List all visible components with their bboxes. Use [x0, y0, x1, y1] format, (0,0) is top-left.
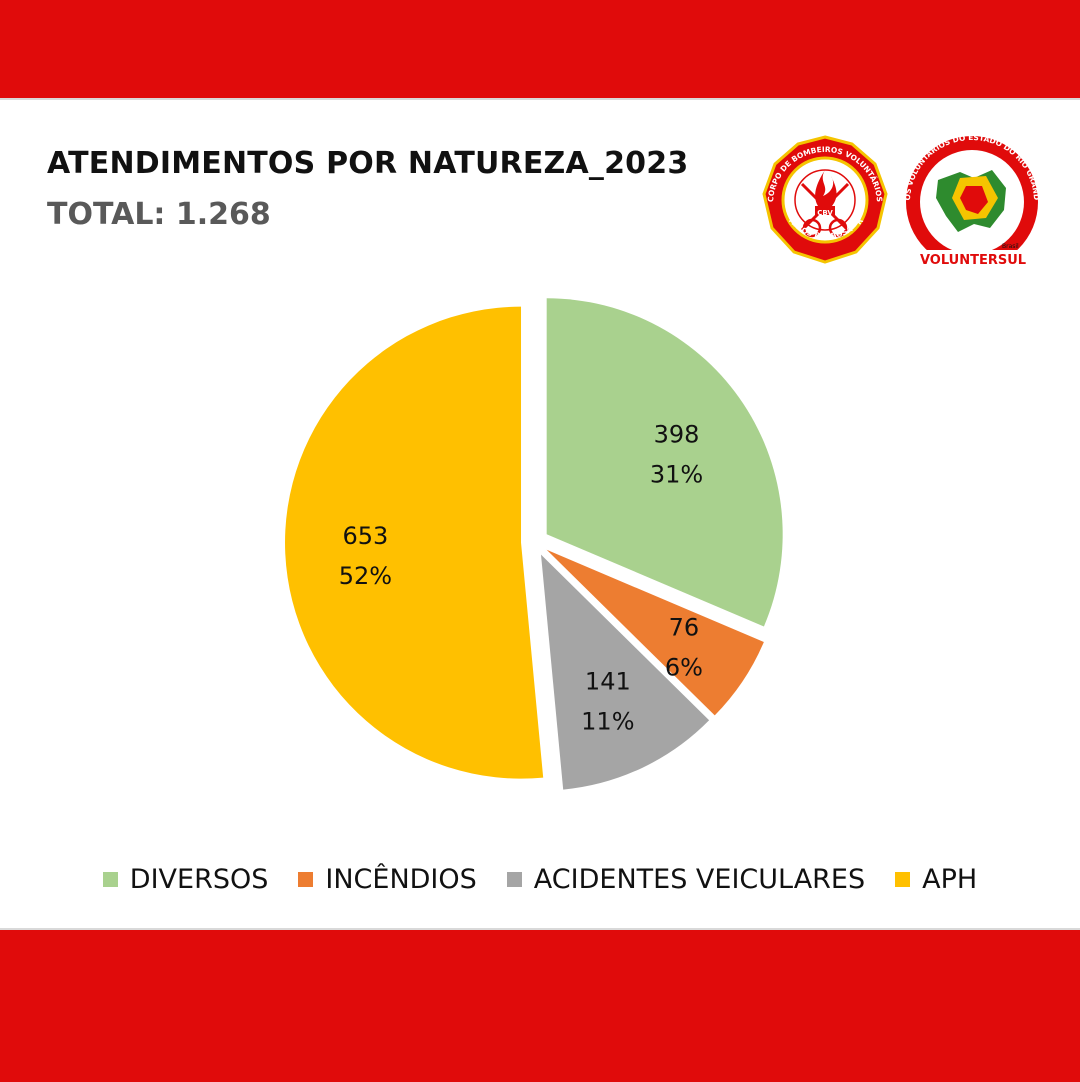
bottom-red-band — [0, 928, 1080, 1082]
logos: CBV CORPO DE BOMBEIROS VOLUNTÁRIOS CARLO… — [760, 132, 1041, 268]
legend-label: APH — [922, 863, 978, 895]
data-label-value: 653 — [343, 522, 389, 550]
legend-item: APH — [895, 864, 977, 895]
pie-slice-acidentes-veiculares — [541, 554, 710, 790]
chart-legend: DIVERSOS INCÊNDIOS ACIDENTES VEICULARES APH — [0, 856, 1080, 902]
legend-label: DIVERSOS — [129, 863, 269, 895]
legend-swatch — [895, 871, 911, 887]
svg-text:VOLUNTERSUL: VOLUNTERSUL — [920, 253, 1026, 268]
pie-slice-diversos — [546, 298, 783, 627]
legend-swatch — [506, 871, 522, 887]
legend-swatch — [102, 871, 118, 887]
data-label-value: 398 — [654, 420, 700, 448]
pie-slice-inc-ndios — [546, 549, 764, 716]
legend-label: INCÊNDIOS — [325, 863, 477, 895]
total-count: TOTAL: 1.268 — [47, 197, 271, 232]
data-label-value: 76 — [669, 614, 700, 642]
legend-item: INCÊNDIOS — [298, 863, 477, 895]
legend-item: ACIDENTES VEICULARES — [506, 863, 866, 895]
data-label-percent: 52% — [339, 562, 392, 590]
top-red-band — [0, 0, 1080, 100]
cbv-emblem-icon: CBV CORPO DE BOMBEIROS VOLUNTÁRIOS CARLO… — [760, 132, 888, 264]
pie-slice-aph — [285, 306, 544, 779]
data-label-percent: 31% — [650, 460, 703, 488]
legend-swatch — [298, 871, 314, 887]
svg-text:Brasil: Brasil — [1002, 243, 1019, 250]
legend-label: ACIDENTES VEICULARES — [533, 863, 866, 895]
legend-item: DIVERSOS — [102, 863, 269, 895]
data-label-value: 141 — [585, 667, 631, 695]
data-label-percent: 11% — [581, 707, 634, 735]
svg-text:CBV: CBV — [817, 209, 833, 217]
chart-title: ATENDIMENTOS POR NATUREZA_2023 — [47, 146, 689, 181]
data-label-percent: 6% — [665, 654, 703, 682]
